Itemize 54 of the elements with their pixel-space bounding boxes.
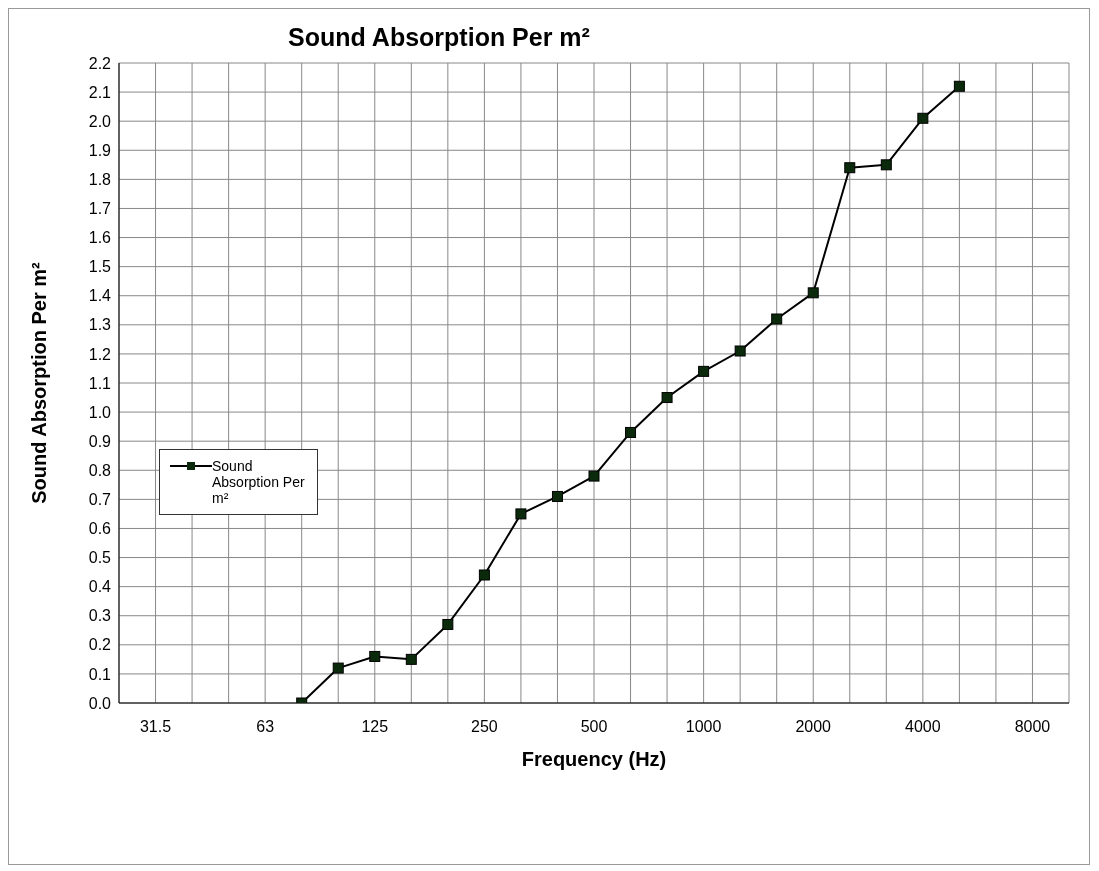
point bbox=[661, 392, 673, 404]
y-tick-label: 2.0 bbox=[88, 112, 112, 130]
y-tick-label: 0.0 bbox=[88, 694, 112, 712]
point bbox=[369, 650, 381, 662]
y-tick-label: 0.9 bbox=[88, 432, 112, 450]
point bbox=[771, 313, 783, 325]
point bbox=[625, 426, 637, 438]
y-tick-label: 1.4 bbox=[88, 287, 112, 305]
y-tick-label: 0.2 bbox=[88, 636, 112, 654]
x-tick-label: 1000 bbox=[685, 718, 722, 736]
point bbox=[588, 470, 600, 482]
x-tick-label: 31.5 bbox=[139, 718, 172, 736]
point bbox=[880, 159, 892, 171]
x-axis-title: Frequency (Hz) bbox=[521, 748, 667, 770]
point bbox=[478, 569, 490, 581]
point bbox=[442, 618, 454, 630]
y-tick-label: 0.4 bbox=[88, 578, 112, 596]
point bbox=[917, 112, 929, 124]
point bbox=[405, 653, 417, 665]
point bbox=[807, 287, 819, 299]
x-tick-label: 63 bbox=[256, 718, 275, 736]
y-tick-label: 1.3 bbox=[88, 316, 112, 334]
x-tick-label: 500 bbox=[580, 718, 608, 736]
y-tick-label: 1.5 bbox=[88, 258, 112, 276]
y-tick-label: 2.2 bbox=[88, 54, 112, 72]
point bbox=[515, 508, 527, 520]
point bbox=[844, 162, 856, 174]
chart-title: Sound Absorption Per m² bbox=[287, 23, 591, 52]
y-tick-label: 1.8 bbox=[88, 171, 112, 189]
y-axis-title: Sound Absorption Per m² bbox=[28, 261, 51, 504]
y-tick-label: 0.6 bbox=[88, 520, 112, 538]
y-tick-label: 0.7 bbox=[88, 491, 112, 509]
x-tick-label: 8000 bbox=[1014, 718, 1051, 736]
y-tick-label: 0.3 bbox=[88, 607, 112, 625]
point bbox=[551, 490, 563, 502]
x-tick-label: 2000 bbox=[795, 718, 832, 736]
y-tick-label: 0.1 bbox=[88, 665, 112, 683]
legend-label: Sound Absorption Per m² bbox=[212, 458, 306, 506]
y-tick-label: 2.1 bbox=[88, 83, 112, 101]
y-tick-label: 1.7 bbox=[88, 200, 112, 218]
y-tick-label: 1.2 bbox=[88, 345, 112, 363]
x-tick-label: 125 bbox=[361, 718, 389, 736]
point bbox=[953, 80, 965, 92]
point bbox=[698, 365, 710, 377]
y-tick-label: 1.1 bbox=[88, 374, 112, 392]
x-tick-label: 4000 bbox=[905, 718, 941, 736]
point bbox=[332, 662, 344, 674]
y-tick-label: 1.0 bbox=[88, 403, 112, 421]
y-tick-label: 0.5 bbox=[88, 549, 112, 567]
y-tick-label: 1.9 bbox=[88, 141, 112, 159]
y-tick-label: 0.8 bbox=[88, 461, 112, 479]
y-tick-label: 1.6 bbox=[88, 229, 112, 247]
x-tick-label: 250 bbox=[471, 718, 498, 736]
point bbox=[734, 345, 746, 357]
